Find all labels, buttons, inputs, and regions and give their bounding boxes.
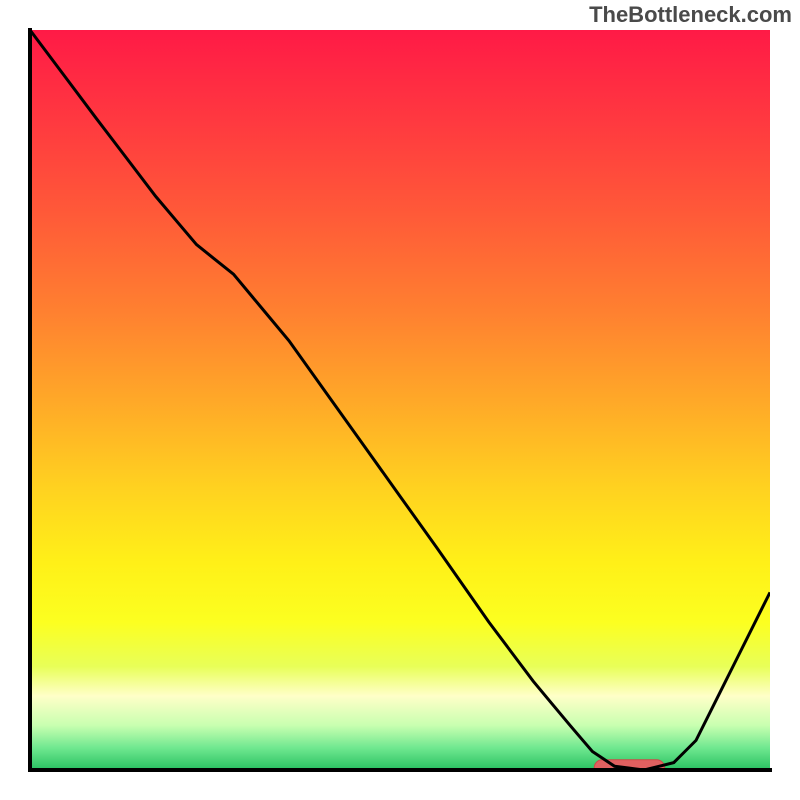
- chart-container: { "watermark": { "text": "TheBottleneck.…: [0, 0, 800, 800]
- watermark-text: TheBottleneck.com: [589, 2, 792, 28]
- bottleneck-curve-chart: [0, 0, 800, 800]
- plot-background: [30, 30, 770, 770]
